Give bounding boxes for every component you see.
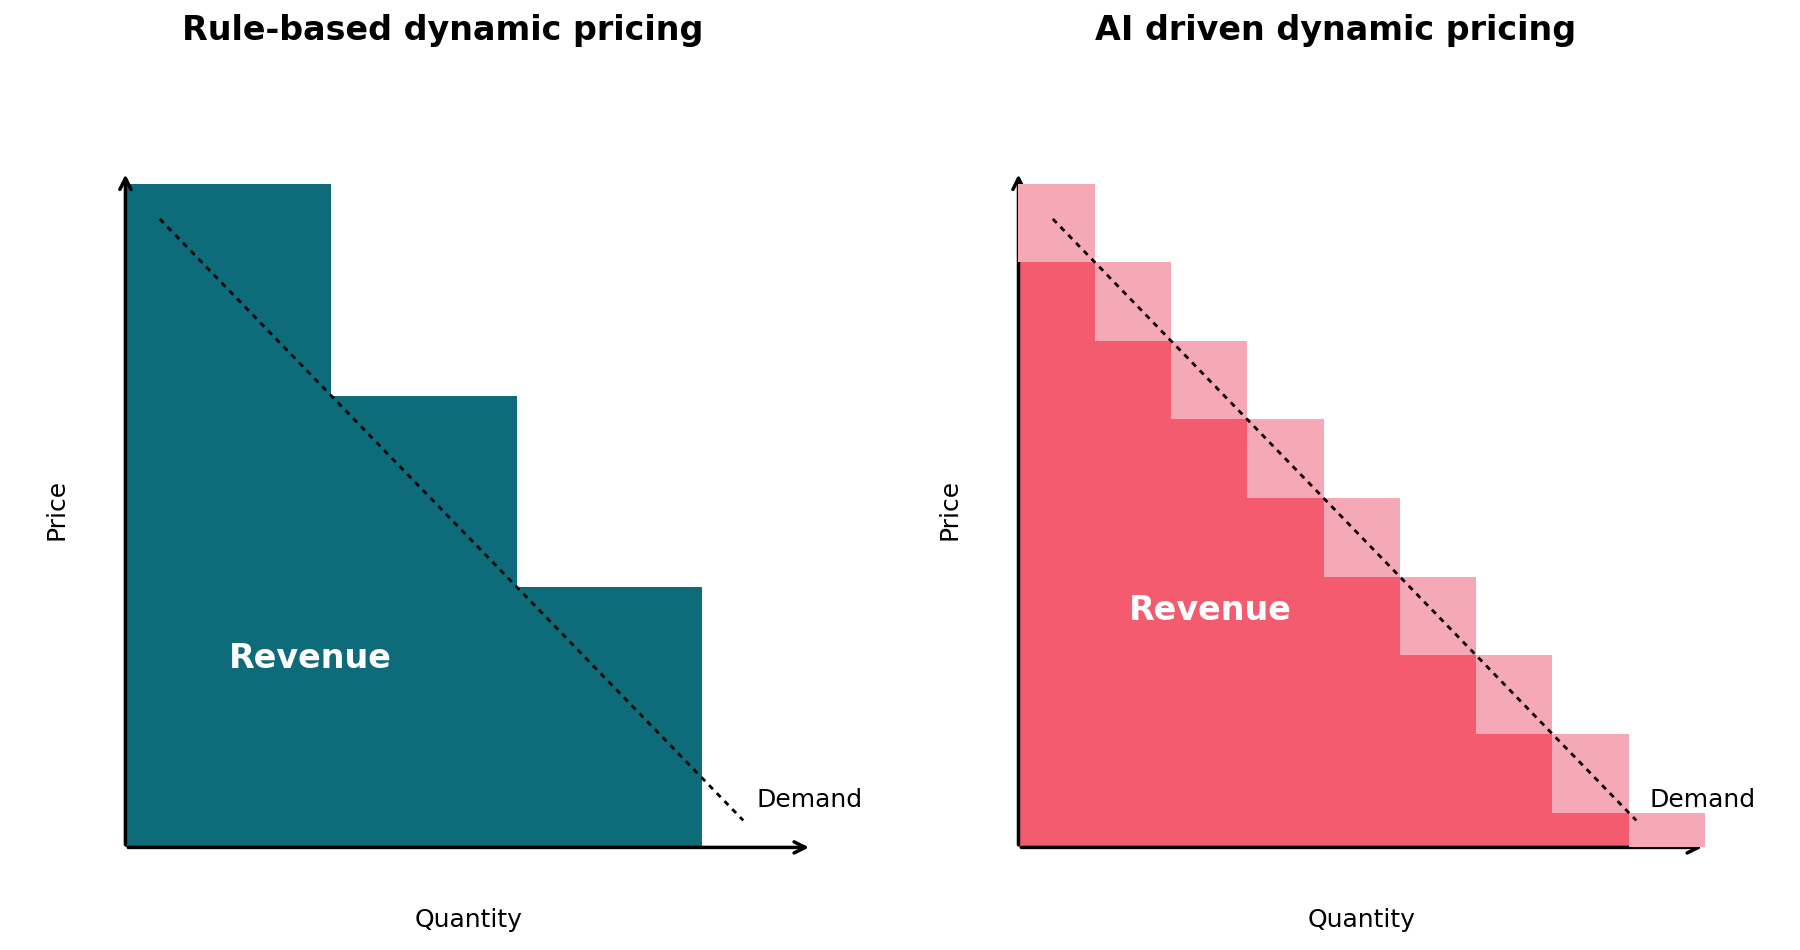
Bar xyxy=(126,183,331,847)
Bar xyxy=(1552,734,1629,812)
Bar xyxy=(1094,262,1172,341)
Text: Revenue: Revenue xyxy=(229,641,392,674)
Bar xyxy=(1400,577,1476,656)
Text: Quantity: Quantity xyxy=(1309,908,1415,932)
Bar xyxy=(126,396,517,847)
Bar xyxy=(1247,419,1323,847)
Bar xyxy=(1629,812,1705,847)
Bar xyxy=(1172,341,1247,847)
Text: Quantity: Quantity xyxy=(414,908,522,932)
Bar xyxy=(1552,734,1629,847)
Bar xyxy=(1476,656,1552,734)
Text: Revenue: Revenue xyxy=(1129,595,1292,627)
Bar xyxy=(1476,656,1552,847)
Bar xyxy=(1094,262,1172,847)
Bar xyxy=(1247,419,1323,498)
Text: Demand: Demand xyxy=(758,788,862,812)
Bar xyxy=(1323,498,1400,847)
Title: AI driven dynamic pricing: AI driven dynamic pricing xyxy=(1096,14,1577,47)
Bar xyxy=(126,587,702,847)
Bar xyxy=(331,183,517,396)
Bar xyxy=(517,396,702,587)
Text: Price: Price xyxy=(45,479,68,541)
Bar xyxy=(1400,577,1476,847)
Bar xyxy=(1019,183,1094,262)
Text: Demand: Demand xyxy=(1651,788,1757,812)
Bar xyxy=(1323,498,1400,577)
Bar xyxy=(1019,183,1094,847)
Bar xyxy=(1629,812,1705,847)
Bar xyxy=(1172,341,1247,419)
Text: Price: Price xyxy=(938,479,961,541)
Title: Rule-based dynamic pricing: Rule-based dynamic pricing xyxy=(182,14,704,47)
